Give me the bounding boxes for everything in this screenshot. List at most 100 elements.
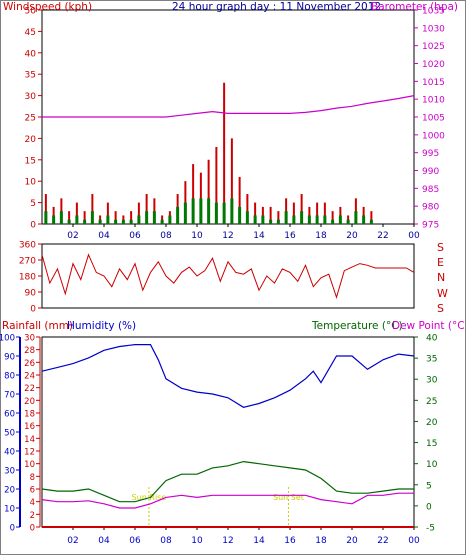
barometer-axis-title: Barometer (hpa) [371, 1, 458, 13]
barometer-tick-label: 1025 [422, 42, 445, 52]
climate-x-tick-label: 14 [253, 536, 265, 546]
wind-tick-label: 40 [25, 49, 37, 59]
climate-x-tick-label: 18 [315, 536, 327, 546]
temperature-axis-title: Temperature (°C) [311, 320, 403, 332]
climate-x-tick-label: 06 [129, 536, 141, 546]
barometer-line [42, 95, 415, 118]
rain-tick-label: 24 [24, 372, 35, 382]
wind-x-tick-label: 08 [160, 231, 172, 241]
rain-tick-label: 0 [30, 524, 35, 534]
wind-direction-line [41, 253, 415, 299]
humidity-tick-label: 40 [4, 448, 15, 458]
rain-tick-label: 16 [24, 422, 35, 432]
rain-tick-label: 30 [24, 334, 35, 344]
temperature-tick-label: 35 [426, 355, 437, 365]
temperature-tick-label: 10 [426, 460, 438, 470]
direction-panel-frame [41, 243, 415, 309]
compass-label: W [437, 287, 448, 300]
humidity-tick-label: 60 [4, 410, 15, 420]
barometer-tick-label: 1005 [422, 114, 445, 124]
direction-tick-label: 270 [19, 257, 36, 267]
humidity-axis-title: Humidity (%) [67, 320, 136, 332]
temperature-tick-label: 5 [426, 481, 432, 491]
barometer-tick-label: 995 [422, 149, 439, 159]
wind-x-tick-label: 14 [253, 231, 265, 241]
humidity-line [41, 344, 415, 408]
humidity-tick-label: 100 [0, 334, 15, 344]
climate-x-tick-label: 08 [160, 536, 172, 546]
humidity-tick-label: 90 [4, 353, 15, 363]
compass-label: S [437, 302, 444, 315]
temperature-line [41, 460, 414, 503]
climate-x-tick-label: 20 [346, 536, 358, 546]
rain-tick-label: 4 [30, 498, 35, 508]
rainfall-axis-title: Rainfall (mm) [2, 320, 73, 332]
rain-tick-label: 22 [24, 384, 35, 394]
humidity-tick-label: 10 [4, 505, 15, 515]
direction-tick-label: 180 [19, 273, 36, 283]
temperature-tick-label: 40 [426, 334, 438, 344]
barometer-tick-label: 975 [422, 221, 439, 231]
climate-x-tick-label: 12 [222, 536, 233, 546]
humidity-tick-label: 0 [10, 524, 15, 534]
compass-label: S [437, 241, 444, 254]
humidity-tick-label: 50 [4, 429, 15, 439]
compass-label: E [437, 256, 444, 269]
barometer-tick-label: 1015 [422, 78, 445, 88]
dewpoint-line [41, 492, 414, 509]
barometer-tick-label: 990 [422, 167, 439, 177]
rain-tick-label: 10 [24, 460, 35, 470]
wind-x-tick-label: 00 [408, 231, 420, 241]
humidity-tick-label: 20 [4, 486, 15, 496]
rain-tick-label: 2 [30, 511, 35, 521]
temperature-tick-label: 30 [426, 376, 438, 386]
temperature-tick-label: 0 [426, 502, 432, 512]
rain-tick-label: 12 [24, 448, 35, 458]
wind-tick-label: 30 [25, 92, 37, 102]
barometer-tick-label: 985 [422, 185, 439, 195]
humidity-tick-label: 70 [4, 391, 15, 401]
wind-tick-label: 25 [25, 114, 36, 124]
chart-title: 24 hour graph day : 11 November 2012 [172, 1, 381, 13]
barometer-tick-label: 1000 [422, 131, 445, 141]
compass-label: N [437, 271, 445, 284]
sun-marker-label: Sun Set [273, 493, 304, 502]
rain-tick-label: 14 [24, 435, 35, 445]
rain-tick-label: 20 [24, 397, 35, 407]
climate-x-tick-label: 16 [284, 536, 296, 546]
direction-tick-label: 0 [30, 305, 36, 315]
dewpoint-axis-title: Dew Point (°C) [392, 320, 466, 332]
barometer-tick-label: 980 [422, 203, 439, 213]
wind-tick-label: 15 [25, 156, 36, 166]
wind-x-tick-label: 20 [346, 231, 358, 241]
climate-x-tick-label: 02 [67, 536, 78, 546]
wind-tick-label: 45 [25, 28, 36, 38]
humidity-tick-label: 30 [4, 467, 15, 477]
climate-x-tick-label: 22 [377, 536, 388, 546]
barometer-tick-label: 1020 [422, 60, 445, 70]
wind-tick-label: 35 [25, 71, 36, 81]
wind-x-tick-label: 18 [315, 231, 327, 241]
wind-tick-label: 5 [30, 199, 36, 209]
wind-x-tick-label: 04 [98, 231, 110, 241]
wind-tick-label: 0 [30, 221, 36, 231]
wind-tick-label: 50 [25, 7, 37, 17]
wind-x-tick-label: 22 [377, 231, 388, 241]
barometer-tick-label: 1035 [422, 7, 445, 17]
temperature-tick-label: 20 [426, 418, 438, 428]
wind-x-tick-label: 06 [129, 231, 141, 241]
temperature-tick-label: 15 [426, 439, 437, 449]
climate-panel-frame [41, 336, 415, 528]
rain-tick-label: 18 [24, 410, 35, 420]
wind-x-tick-label: 16 [284, 231, 296, 241]
wind-axis-title: Windspeed (kph) [3, 1, 92, 13]
barometer-tick-label: 1010 [422, 96, 445, 106]
wind-x-tick-label: 12 [222, 231, 233, 241]
wind-tick-label: 10 [25, 178, 37, 188]
barometer-tick-label: 1030 [422, 24, 445, 34]
climate-x-tick-label: 00 [408, 536, 420, 546]
rain-tick-label: 8 [30, 473, 35, 483]
direction-tick-label: 90 [25, 289, 37, 299]
